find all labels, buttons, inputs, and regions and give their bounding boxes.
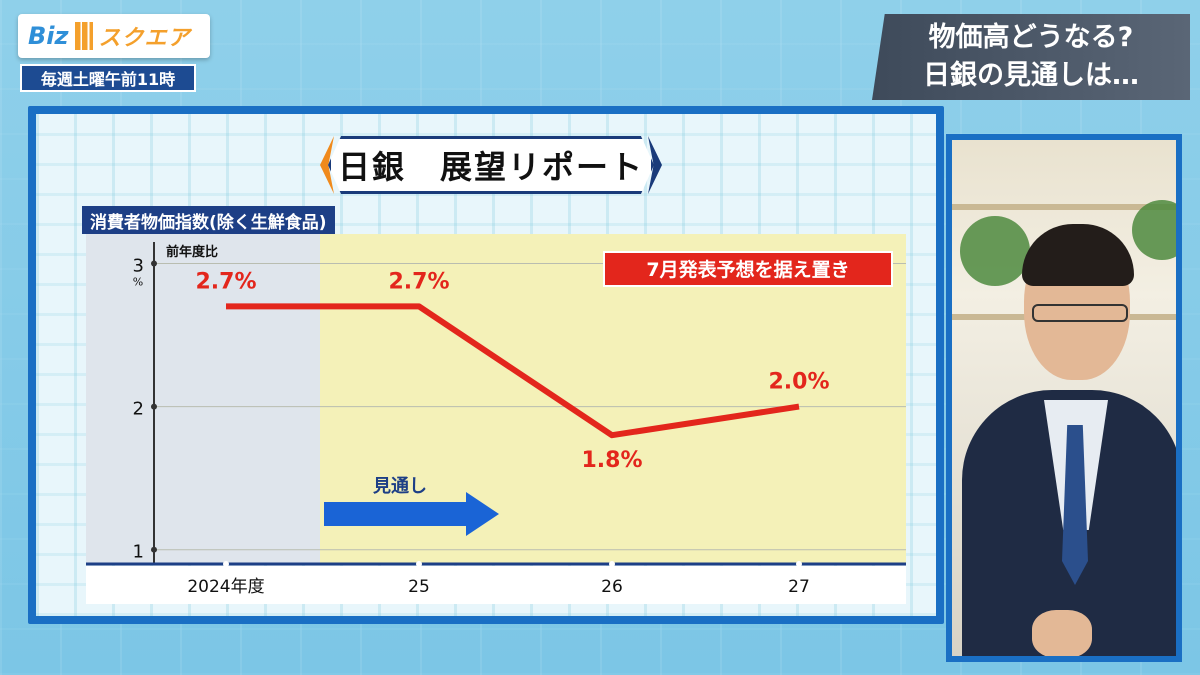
x-tick-label: 2024年度	[187, 577, 264, 597]
plant-icon	[960, 216, 1030, 286]
logo-building-icon	[74, 22, 93, 50]
presenter-hair	[1022, 224, 1134, 286]
x-tick-label: 26	[601, 577, 623, 597]
x-tick-mark	[416, 561, 422, 567]
x-ticks: 2024年度 25 26 27	[187, 561, 810, 597]
data-label: 2.0%	[768, 370, 829, 395]
shelf	[952, 204, 1176, 210]
data-labels: 2.7% 2.7% 1.8% 2.0%	[195, 269, 829, 473]
chart-subtitle: 消費者物価指数(除く生鮮食品)	[82, 206, 335, 234]
logo-biz-text: Biz	[28, 22, 69, 50]
x-tick-label: 25	[408, 577, 430, 597]
chart-panel: 日銀 展望リポート 消費者物価指数(除く生鮮食品) 前年度比 1 2 3% 2024…	[28, 106, 944, 624]
headline-line2: 日銀の見通しは…	[923, 60, 1139, 91]
series-line	[226, 303, 800, 439]
data-label: 2.7%	[195, 269, 256, 294]
logo-square-text: スクエア	[98, 26, 191, 51]
data-label: 2.7%	[388, 269, 449, 294]
y-tick-label: 2	[133, 399, 144, 420]
presenter-video	[946, 134, 1182, 662]
glasses-icon	[1032, 304, 1128, 322]
presenter-tie	[1062, 425, 1088, 585]
y-unit: %	[133, 275, 143, 288]
callout-text: 7月発表予想を据え置き	[646, 258, 849, 281]
x-tick-mark	[223, 561, 229, 567]
chart-panel-inner: 日銀 展望リポート 消費者物価指数(除く生鮮食品) 前年度比 1 2 3% 2024…	[36, 114, 936, 616]
cpi-line-chart: 前年度比 123% 2024年度 25 26 27 2.7% 2.7%1.8%2.0% …	[86, 234, 906, 604]
x-tick-mark	[796, 561, 802, 567]
broadcast-schedule: 毎週土曜午前11時	[20, 64, 196, 92]
headline-banner: 物価高どうなる? 日銀の見通しは…	[872, 14, 1190, 100]
program-logo: Biz スクエア	[18, 14, 210, 58]
y-tick-mark	[151, 403, 157, 410]
chart-title: 日銀 展望リポート	[328, 136, 654, 194]
y-unit-label: 前年度比	[166, 244, 218, 260]
presenter-hand	[1032, 610, 1092, 656]
y-tick-label: 1	[133, 542, 144, 563]
forecast-arrow-label: 見通し	[372, 476, 427, 497]
y-tick-mark	[151, 546, 157, 553]
actual-region	[86, 234, 320, 564]
x-axis-band	[86, 566, 906, 604]
y-tick-label: 3	[133, 255, 144, 276]
y-ticks: 1 2 3%	[133, 255, 157, 563]
plant-icon	[1132, 200, 1176, 260]
x-tick-label: 27	[788, 577, 810, 597]
y-tick-mark	[151, 260, 157, 267]
callout-box	[603, 251, 893, 287]
headline-line1: 物価高どうなる?	[928, 22, 1134, 53]
data-label: 1.8%	[581, 448, 642, 473]
presenter-video-frame	[952, 140, 1176, 656]
forecast-arrow-icon	[324, 492, 499, 536]
x-tick-mark	[609, 561, 615, 567]
